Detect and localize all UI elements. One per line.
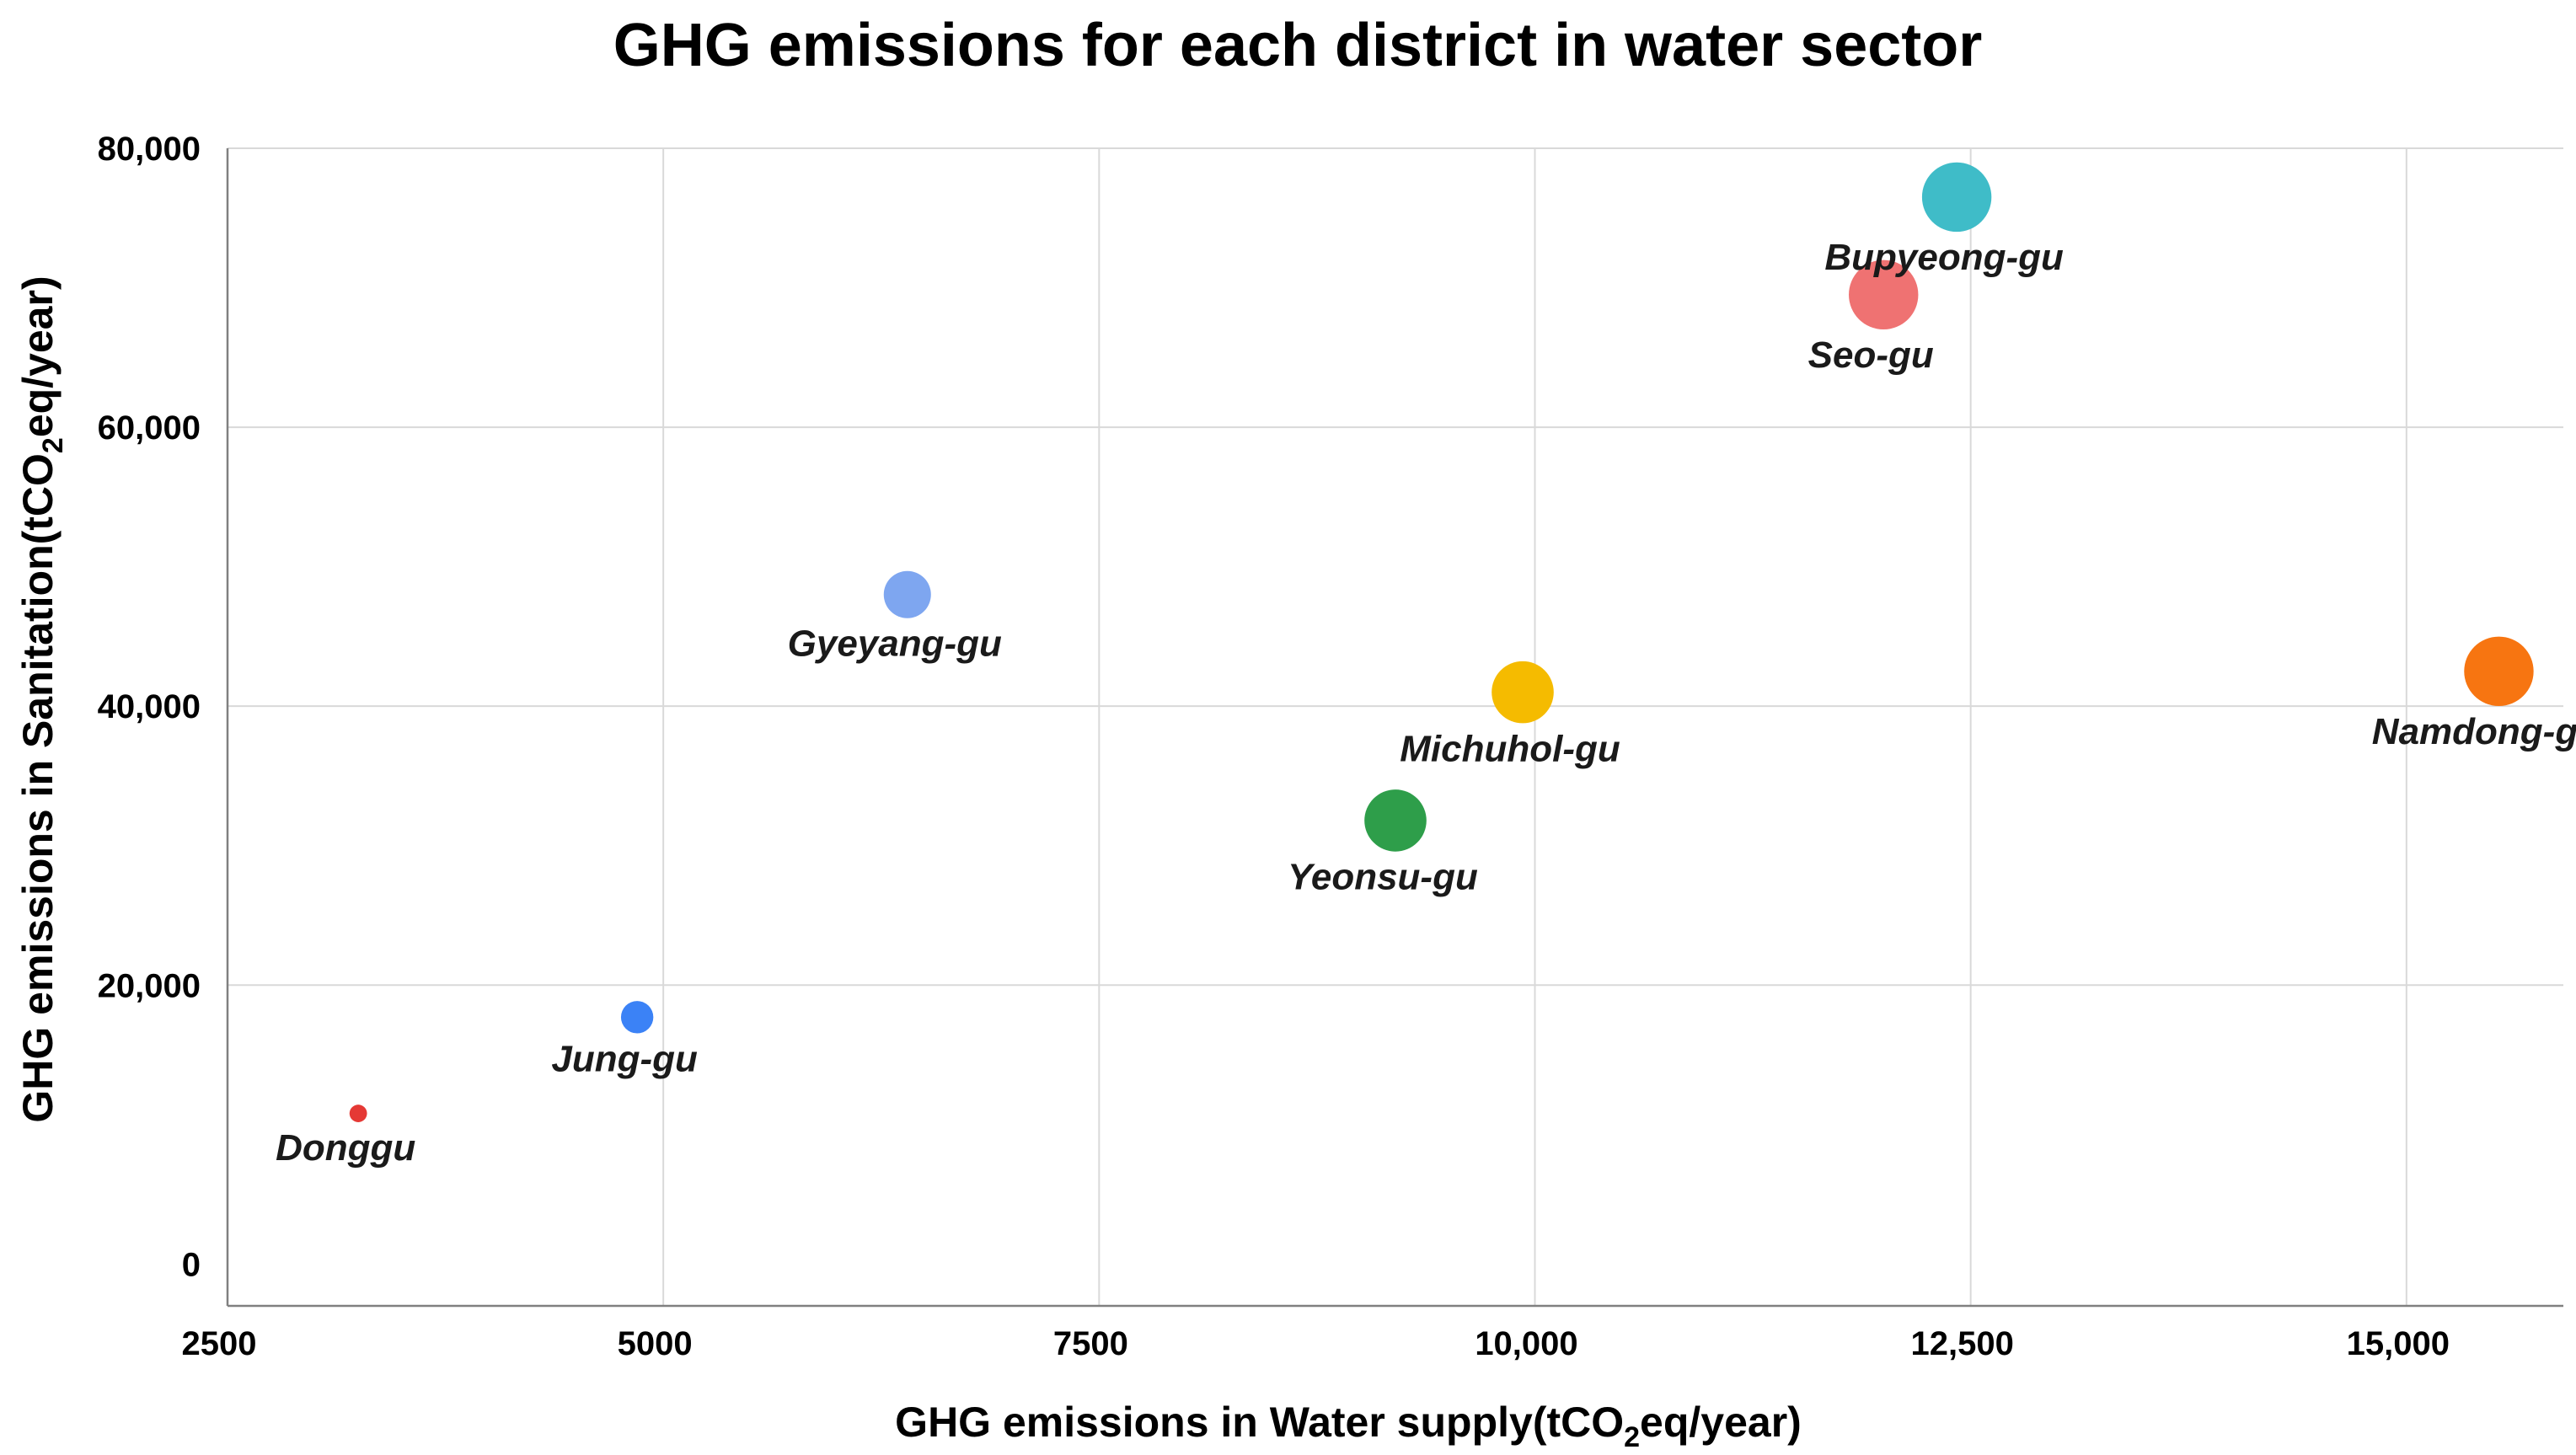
point-gyeyang-gu bbox=[883, 570, 931, 618]
point-labels: Donggu Jung-gu Gyeyang-gu Yeonsu-gu Michuhol… bbox=[276, 237, 2576, 1169]
x-tick-label: 12,500 bbox=[1910, 1325, 2013, 1362]
data-points bbox=[349, 162, 2534, 1122]
y-tick-label: 80,000 bbox=[98, 131, 201, 168]
point-donggu bbox=[349, 1105, 367, 1122]
y-axis-title-subscript: 2 bbox=[37, 437, 69, 453]
y-axis-title-tail: eq/year) bbox=[14, 275, 62, 437]
point-label-michuhol-gu: Michuhol-gu bbox=[1400, 728, 1620, 769]
y-axis-title-main: GHG emissions in Sanitation(tCO bbox=[14, 453, 62, 1123]
x-axis-title-main: GHG emissions in Water supply(tCO bbox=[895, 1399, 1624, 1446]
point-label-bupyeong-gu: Bupyeong-gu bbox=[1824, 237, 2064, 278]
x-tick-label: 7500 bbox=[1053, 1325, 1128, 1362]
point-jung-gu bbox=[620, 1001, 654, 1034]
x-axis-title-tail: eq/year) bbox=[1640, 1399, 1802, 1446]
chart-title: GHG emissions for each district in water… bbox=[613, 12, 1983, 79]
x-axis-ticks: 2500 5000 7500 10,000 12,500 15,000 bbox=[182, 1325, 2450, 1362]
x-axis-title: GHG emissions in Water supply(tCO2eq/yea… bbox=[895, 1399, 1802, 1453]
y-tick-label: 40,000 bbox=[98, 688, 201, 725]
x-tick-label: 5000 bbox=[618, 1325, 693, 1362]
x-tick-label: 15,000 bbox=[2347, 1325, 2450, 1362]
point-label-namdong-gu: Namdong-gu bbox=[2372, 711, 2576, 752]
point-label-seo-gu: Seo-gu bbox=[1808, 334, 1934, 376]
y-tick-label: 60,000 bbox=[98, 409, 201, 447]
point-michuhol-gu bbox=[1492, 661, 1554, 724]
point-label-gyeyang-gu: Gyeyang-gu bbox=[788, 623, 1002, 665]
point-label-jung-gu: Jung-gu bbox=[551, 1039, 698, 1080]
y-axis-ticks: 0 20,000 40,000 60,000 80,000 bbox=[98, 131, 201, 1283]
point-label-donggu: Donggu bbox=[276, 1127, 415, 1169]
point-yeonsu-gu bbox=[1364, 789, 1427, 852]
axes bbox=[226, 148, 2563, 1308]
x-axis-title-subscript: 2 bbox=[1624, 1421, 1640, 1453]
point-bupyeong-gu bbox=[1921, 162, 1992, 233]
x-tick-label: 2500 bbox=[182, 1325, 257, 1362]
y-tick-label: 20,000 bbox=[98, 967, 201, 1004]
point-seo-gu bbox=[1849, 259, 1919, 330]
grid-lines bbox=[228, 147, 2563, 1306]
y-tick-label: 0 bbox=[182, 1246, 201, 1283]
y-axis-title: GHG emissions in Sanitation(tCO2eq/year) bbox=[14, 275, 69, 1122]
point-label-yeonsu-gu: Yeonsu-gu bbox=[1288, 857, 1478, 898]
point-namdong-gu bbox=[2464, 636, 2534, 706]
x-tick-label: 10,000 bbox=[1475, 1325, 1577, 1362]
